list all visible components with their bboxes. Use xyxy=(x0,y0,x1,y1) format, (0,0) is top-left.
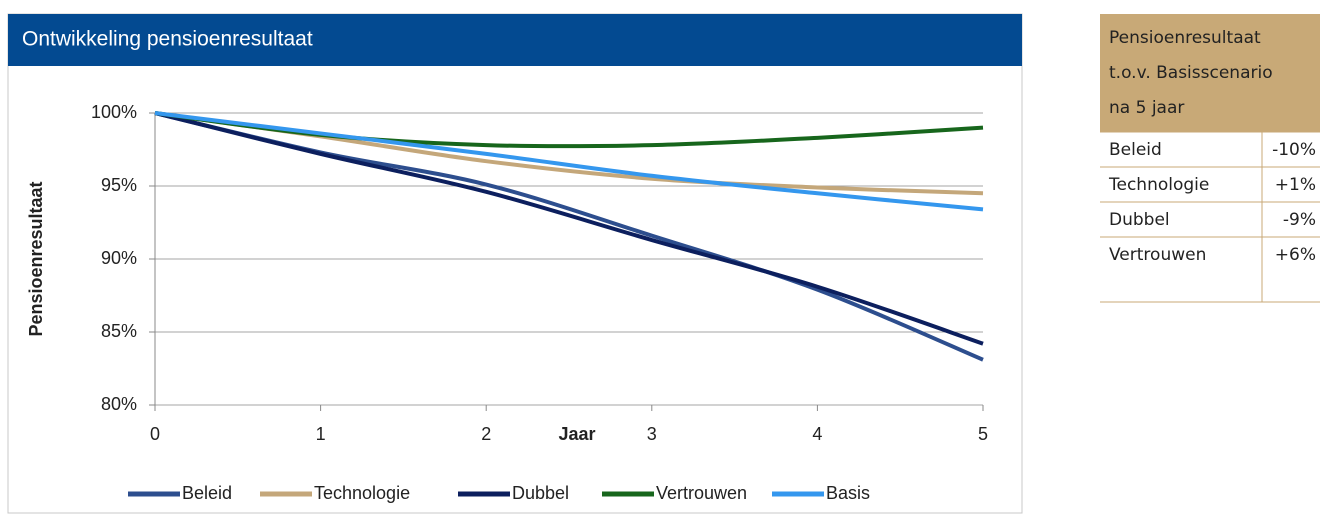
legend-label: Vertrouwen xyxy=(656,483,747,503)
table: Pensioenresultaat t.o.v. Basisscenario na … xyxy=(1100,14,1320,303)
x-tick-label: 2 xyxy=(481,424,491,444)
legend-label: Dubbel xyxy=(512,483,569,503)
table-header-text: na 5 jaar xyxy=(1109,98,1184,118)
y-tick-label: 90% xyxy=(101,248,137,268)
chart-title: Ontwikkeling pensioenresultaat xyxy=(22,28,313,51)
table-cell: -10% xyxy=(1272,140,1316,160)
table-cell: -9% xyxy=(1283,210,1316,230)
legend-label: Technologie xyxy=(314,483,410,503)
x-tick-label: 0 xyxy=(150,424,160,444)
x-tick-label: 1 xyxy=(316,424,326,444)
header-bar xyxy=(8,14,1022,66)
x-axis-label: Jaar xyxy=(558,424,595,444)
table-cell: Technologie xyxy=(1108,175,1209,195)
table-cell: Vertrouwen xyxy=(1109,245,1206,265)
table-header-text: t.o.v. Basisscenario xyxy=(1109,63,1273,83)
y-tick-label: 85% xyxy=(101,321,137,341)
chart-panel xyxy=(7,13,1023,514)
x-tick-label: 5 xyxy=(978,424,988,444)
legend-label: Basis xyxy=(826,483,870,503)
y-tick-label: 100% xyxy=(91,102,137,122)
y-tick-label: 80% xyxy=(101,394,137,414)
table-header-text: Pensioenresultaat xyxy=(1109,28,1261,48)
series-line xyxy=(154,111,984,346)
legend-label: Beleid xyxy=(182,483,232,503)
x-tick-label: 3 xyxy=(647,424,657,444)
table-cell: Beleid xyxy=(1109,140,1162,160)
table-cell: +1% xyxy=(1275,175,1316,195)
table-header-bg xyxy=(1100,14,1320,132)
table-cell: Dubbel xyxy=(1109,210,1170,230)
table-cell: +6% xyxy=(1275,245,1316,265)
y-tick-label: 95% xyxy=(101,175,137,195)
y-axis-label: Pensioenresultaat xyxy=(26,181,46,336)
series-line xyxy=(154,111,984,212)
x-tick-label: 4 xyxy=(812,424,822,444)
